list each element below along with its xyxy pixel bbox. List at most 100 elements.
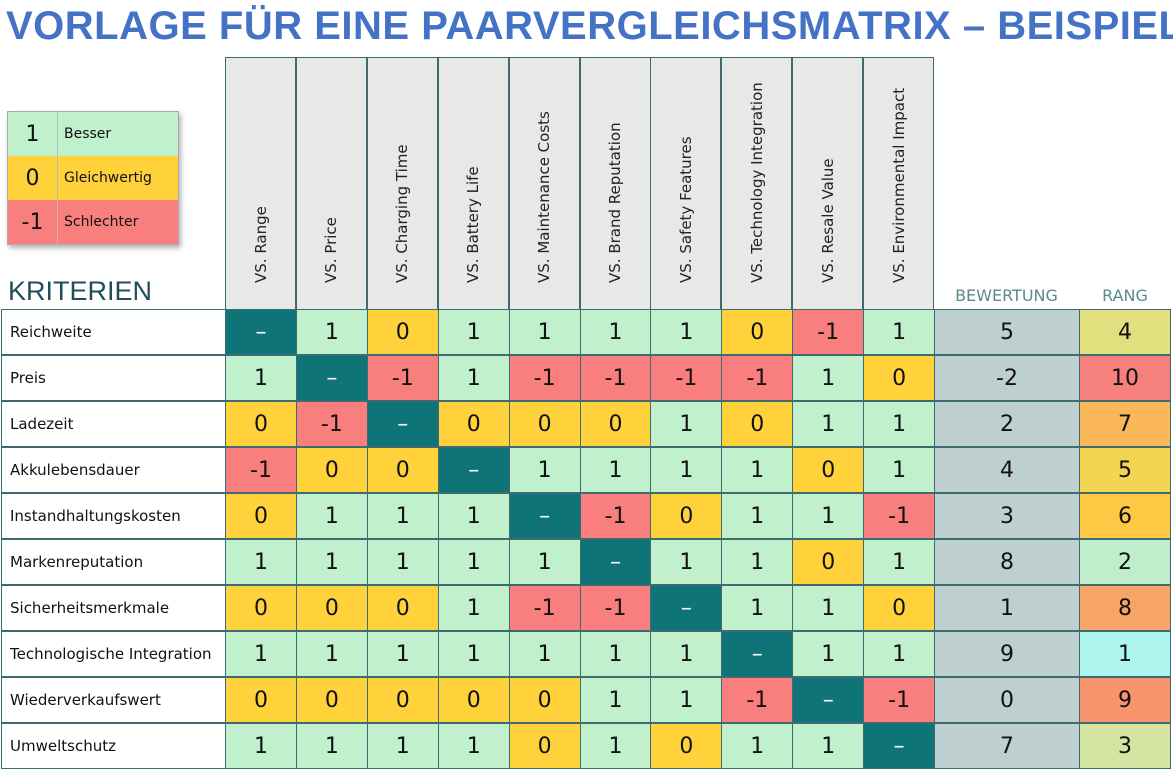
- matrix-cell[interactable]: 1: [721, 585, 794, 631]
- matrix-cell[interactable]: 1: [508, 309, 581, 355]
- matrix-cell[interactable]: 1: [508, 539, 581, 585]
- matrix-cell[interactable]: 1: [437, 723, 510, 769]
- matrix-cell[interactable]: 0: [366, 447, 439, 493]
- matrix-cell[interactable]: 0: [225, 401, 297, 447]
- matrix-cell[interactable]: 1: [579, 447, 652, 493]
- matrix-cell[interactable]: –: [508, 493, 581, 539]
- matrix-cell[interactable]: 0: [508, 677, 581, 723]
- matrix-cell[interactable]: 1: [295, 539, 368, 585]
- matrix-cell[interactable]: -1: [225, 447, 297, 493]
- matrix-cell[interactable]: -1: [863, 677, 936, 723]
- matrix-cell[interactable]: 1: [366, 493, 439, 539]
- matrix-cell[interactable]: 0: [721, 309, 794, 355]
- matrix-cell[interactable]: 1: [295, 723, 368, 769]
- matrix-cell[interactable]: 1: [295, 631, 368, 677]
- matrix-cell[interactable]: 1: [792, 493, 865, 539]
- matrix-cell[interactable]: 1: [792, 355, 865, 401]
- matrix-cell[interactable]: 0: [225, 585, 297, 631]
- matrix-cell[interactable]: –: [366, 401, 439, 447]
- matrix-cell[interactable]: 1: [721, 447, 794, 493]
- matrix-cell[interactable]: 0: [366, 309, 439, 355]
- matrix-cell[interactable]: 0: [225, 677, 297, 723]
- matrix-cell[interactable]: 1: [508, 631, 581, 677]
- matrix-cell[interactable]: –: [792, 677, 865, 723]
- matrix-cell[interactable]: 1: [295, 493, 368, 539]
- matrix-cell[interactable]: 1: [650, 447, 723, 493]
- matrix-cell[interactable]: 1: [863, 631, 936, 677]
- matrix-cell[interactable]: 0: [792, 539, 865, 585]
- matrix-cell[interactable]: 0: [579, 401, 652, 447]
- matrix-cell[interactable]: 1: [721, 493, 794, 539]
- matrix-cell[interactable]: -1: [508, 355, 581, 401]
- matrix-cell[interactable]: 0: [437, 677, 510, 723]
- matrix-cell[interactable]: 1: [579, 677, 652, 723]
- matrix-cell[interactable]: 0: [721, 401, 794, 447]
- matrix-cell[interactable]: 1: [225, 355, 297, 401]
- matrix-cell[interactable]: 0: [863, 585, 936, 631]
- matrix-cell[interactable]: 1: [437, 309, 510, 355]
- matrix-cell[interactable]: –: [437, 447, 510, 493]
- matrix-cell[interactable]: 1: [225, 631, 297, 677]
- matrix-cell[interactable]: -1: [650, 355, 723, 401]
- matrix-cell[interactable]: 1: [579, 723, 652, 769]
- matrix-cell[interactable]: -1: [579, 493, 652, 539]
- matrix-cell[interactable]: -1: [508, 585, 581, 631]
- matrix-cell[interactable]: –: [295, 355, 368, 401]
- matrix-cell[interactable]: 1: [650, 309, 723, 355]
- matrix-cell[interactable]: 1: [437, 631, 510, 677]
- matrix-cell[interactable]: 1: [863, 447, 936, 493]
- matrix-cell[interactable]: –: [721, 631, 794, 677]
- matrix-cell[interactable]: 1: [508, 447, 581, 493]
- matrix-cell[interactable]: 1: [366, 539, 439, 585]
- matrix-cell[interactable]: 1: [792, 401, 865, 447]
- matrix-cell[interactable]: 0: [437, 401, 510, 447]
- matrix-cell[interactable]: 0: [225, 493, 297, 539]
- matrix-cell[interactable]: -1: [721, 355, 794, 401]
- matrix-cell[interactable]: 0: [792, 447, 865, 493]
- matrix-cell[interactable]: -1: [579, 585, 652, 631]
- matrix-cell[interactable]: 1: [437, 585, 510, 631]
- matrix-cell[interactable]: 1: [863, 539, 936, 585]
- matrix-cell[interactable]: 1: [863, 309, 936, 355]
- matrix-cell[interactable]: 1: [650, 539, 723, 585]
- matrix-cell[interactable]: 1: [650, 401, 723, 447]
- matrix-cell[interactable]: 1: [225, 723, 297, 769]
- matrix-cell[interactable]: -1: [366, 355, 439, 401]
- matrix-cell[interactable]: 0: [508, 401, 581, 447]
- matrix-cell[interactable]: -1: [721, 677, 794, 723]
- matrix-cell[interactable]: 0: [295, 677, 368, 723]
- matrix-cell[interactable]: 1: [295, 309, 368, 355]
- matrix-cell[interactable]: –: [225, 309, 297, 355]
- matrix-cell[interactable]: 0: [650, 723, 723, 769]
- matrix-cell[interactable]: 1: [863, 401, 936, 447]
- matrix-cell[interactable]: 1: [792, 631, 865, 677]
- matrix-cell[interactable]: 0: [863, 355, 936, 401]
- matrix-cell[interactable]: 1: [437, 493, 510, 539]
- matrix-cell[interactable]: 0: [650, 493, 723, 539]
- matrix-cell[interactable]: 0: [295, 447, 368, 493]
- matrix-cell[interactable]: 0: [366, 677, 439, 723]
- matrix-cell[interactable]: -1: [792, 309, 865, 355]
- matrix-cell[interactable]: 0: [295, 585, 368, 631]
- matrix-cell[interactable]: 0: [366, 585, 439, 631]
- matrix-cell[interactable]: 1: [225, 539, 297, 585]
- matrix-cell[interactable]: -1: [863, 493, 936, 539]
- matrix-cell[interactable]: 1: [650, 631, 723, 677]
- matrix-cell[interactable]: -1: [579, 355, 652, 401]
- matrix-cell[interactable]: 1: [792, 585, 865, 631]
- matrix-cell[interactable]: 1: [650, 677, 723, 723]
- matrix-cell[interactable]: 1: [721, 723, 794, 769]
- matrix-cell[interactable]: 1: [721, 539, 794, 585]
- matrix-cell[interactable]: 1: [579, 631, 652, 677]
- matrix-cell[interactable]: –: [579, 539, 652, 585]
- matrix-cell[interactable]: –: [650, 585, 723, 631]
- matrix-cell[interactable]: 1: [366, 631, 439, 677]
- matrix-cell[interactable]: 0: [508, 723, 581, 769]
- matrix-cell[interactable]: 1: [579, 309, 652, 355]
- matrix-cell[interactable]: –: [863, 723, 936, 769]
- matrix-cell[interactable]: 1: [792, 723, 865, 769]
- matrix-cell[interactable]: 1: [437, 355, 510, 401]
- matrix-cell[interactable]: 1: [366, 723, 439, 769]
- matrix-cell[interactable]: 1: [437, 539, 510, 585]
- matrix-cell[interactable]: -1: [295, 401, 368, 447]
